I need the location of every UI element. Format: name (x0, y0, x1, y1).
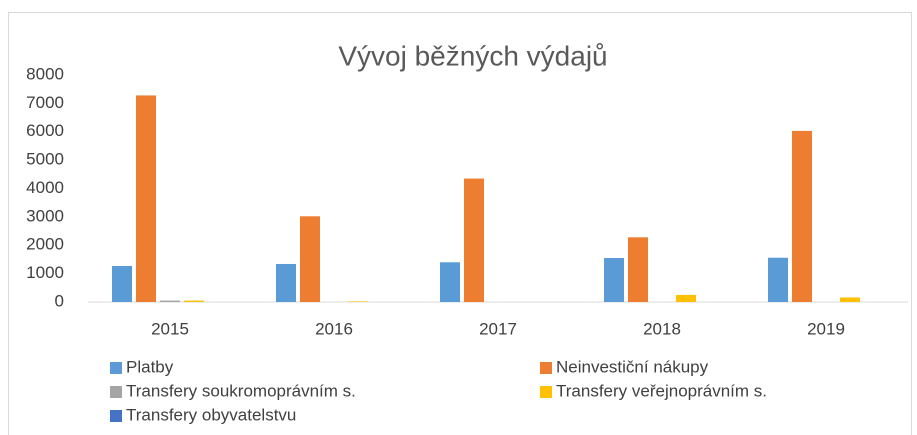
y-tick-label: 1000 (26, 263, 64, 282)
y-tick-label: 6000 (26, 121, 64, 140)
bar (604, 258, 624, 302)
bar (792, 130, 812, 302)
x-tick-label: 2015 (151, 319, 189, 338)
legend-swatch (110, 386, 122, 398)
legend-swatch (110, 410, 122, 422)
chart-frame (8, 12, 912, 435)
x-tick-label: 2018 (643, 319, 681, 338)
y-tick-label: 2000 (26, 235, 64, 254)
bar (112, 265, 132, 302)
y-tick-label: 3000 (26, 206, 64, 225)
bar (136, 95, 156, 303)
y-tick-label: 0 (55, 291, 64, 310)
chart-title: Vývoj běžných výdajů (338, 40, 607, 71)
bar (276, 263, 296, 302)
bar (676, 294, 696, 302)
x-tick-label: 2016 (315, 319, 353, 338)
legend-label: Platby (126, 357, 174, 376)
x-tick-label: 2019 (807, 319, 845, 338)
bar (464, 178, 484, 302)
bar (628, 237, 648, 302)
y-tick-label: 7000 (26, 93, 64, 112)
x-tick-label: 2017 (479, 319, 517, 338)
bar (300, 216, 320, 302)
bar (160, 300, 180, 302)
legend-label: Neinvestiční nákupy (556, 357, 709, 376)
legend-label: Transfery obyvatelstvu (126, 405, 296, 424)
bar (348, 301, 368, 302)
legend-swatch (540, 386, 552, 398)
y-tick-label: 5000 (26, 150, 64, 169)
bar (184, 300, 204, 302)
legend-label: Transfery soukromoprávním s. (126, 381, 356, 400)
y-tick-label: 4000 (26, 178, 64, 197)
bar (440, 262, 460, 302)
y-tick-label: 8000 (26, 64, 64, 83)
legend-swatch (540, 362, 552, 374)
legend-swatch (110, 362, 122, 374)
bar (768, 257, 788, 302)
bar (840, 297, 860, 302)
legend-label: Transfery veřejnoprávním s. (556, 381, 767, 400)
